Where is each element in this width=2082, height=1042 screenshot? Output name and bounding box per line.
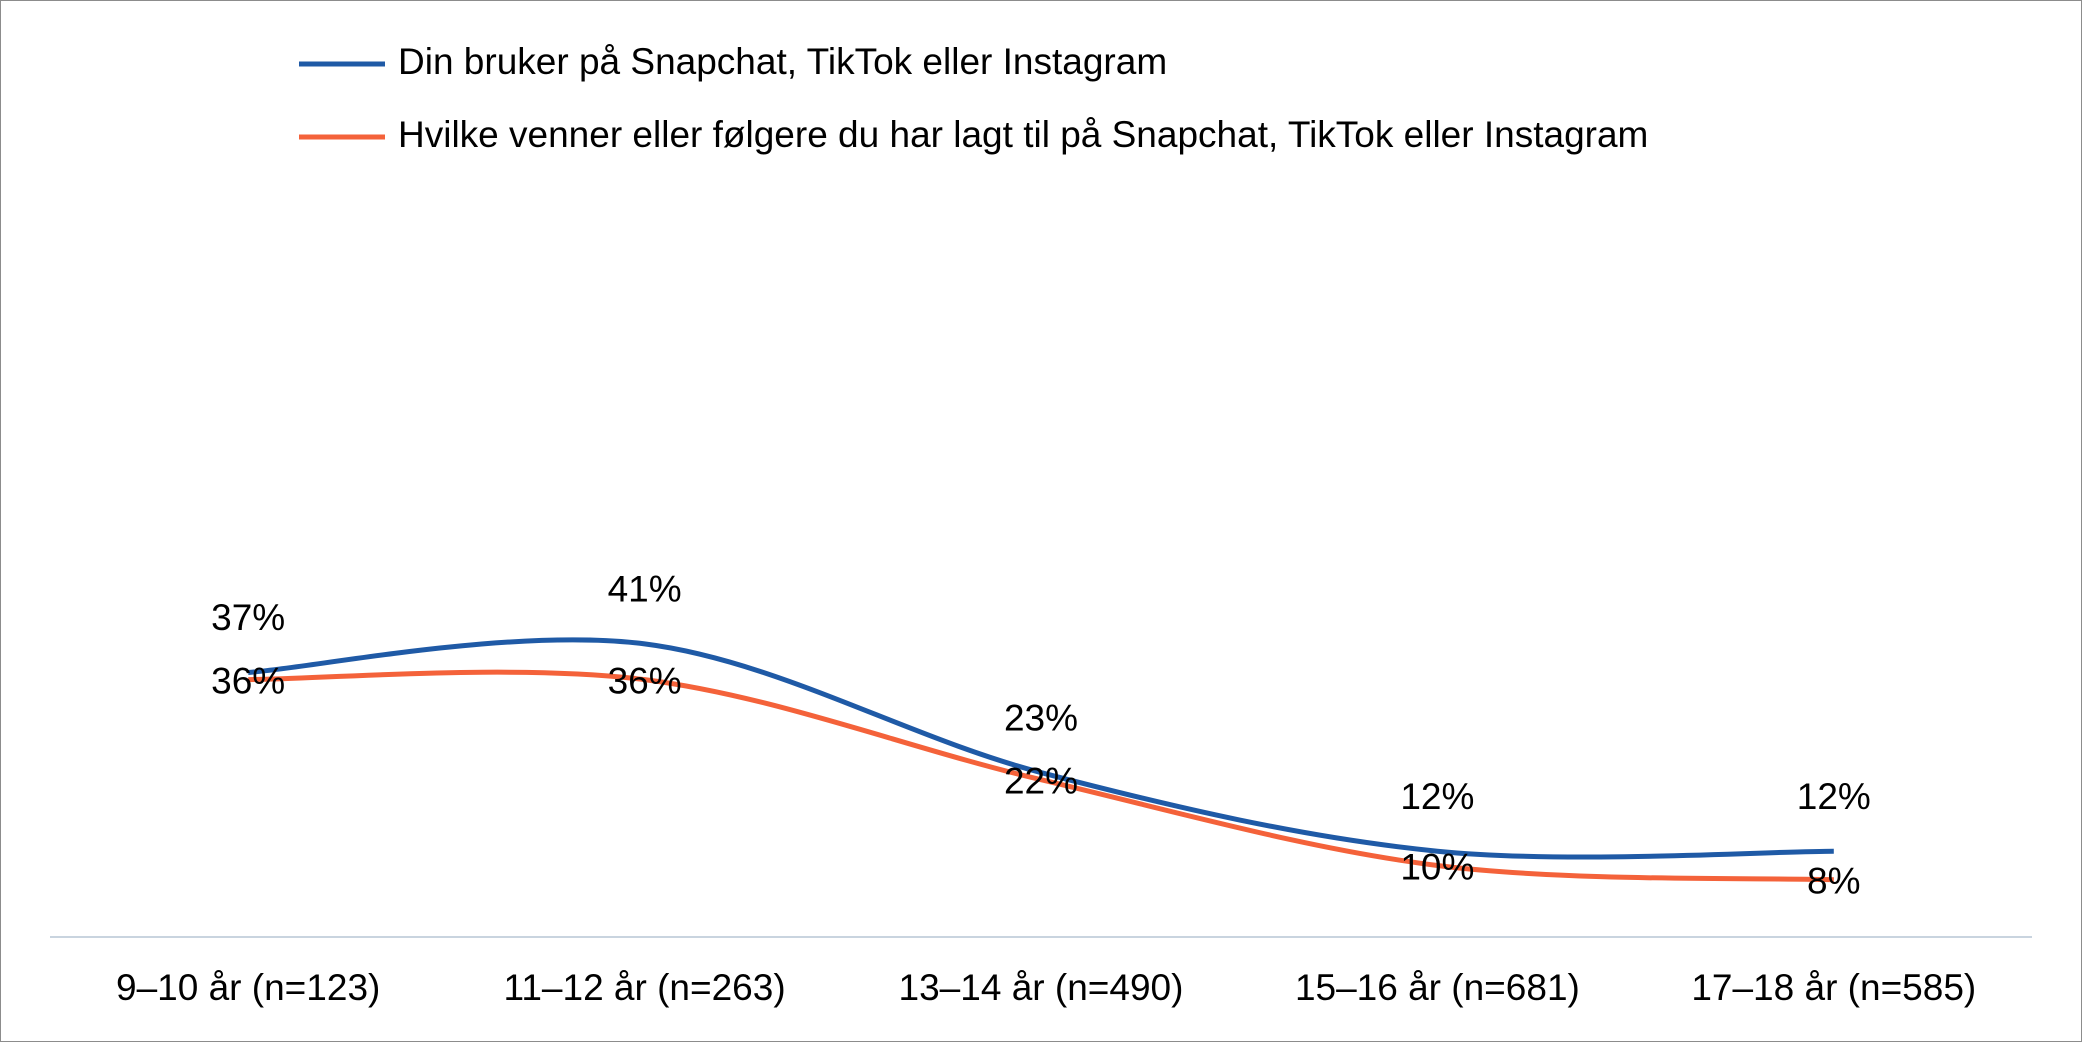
legend-label: Din bruker på Snapchat, TikTok eller Ins… — [398, 41, 1167, 82]
data-label: 22% — [1004, 760, 1078, 801]
data-label: 36% — [608, 660, 682, 701]
series-line — [248, 637, 1834, 860]
data-label: 36% — [211, 660, 285, 701]
x-tick-label: 13–14 år (n=490) — [899, 967, 1184, 1008]
series-line — [248, 669, 1834, 883]
x-tick-label: 15–16 år (n=681) — [1295, 967, 1580, 1008]
data-label: 10% — [1400, 846, 1474, 887]
x-tick-label: 17–18 år (n=585) — [1691, 967, 1976, 1008]
legend-label: Hvilke venner eller følgere du har lagt … — [398, 114, 1648, 155]
data-label: 37% — [211, 597, 285, 638]
data-label: 8% — [1807, 861, 1860, 902]
data-label: 12% — [1797, 776, 1871, 817]
x-tick-label: 11–12 år (n=263) — [504, 967, 786, 1008]
data-label: 23% — [1004, 697, 1078, 738]
data-label: 41% — [608, 569, 682, 610]
x-tick-label: 9–10 år (n=123) — [116, 967, 380, 1008]
data-label: 12% — [1400, 776, 1474, 817]
